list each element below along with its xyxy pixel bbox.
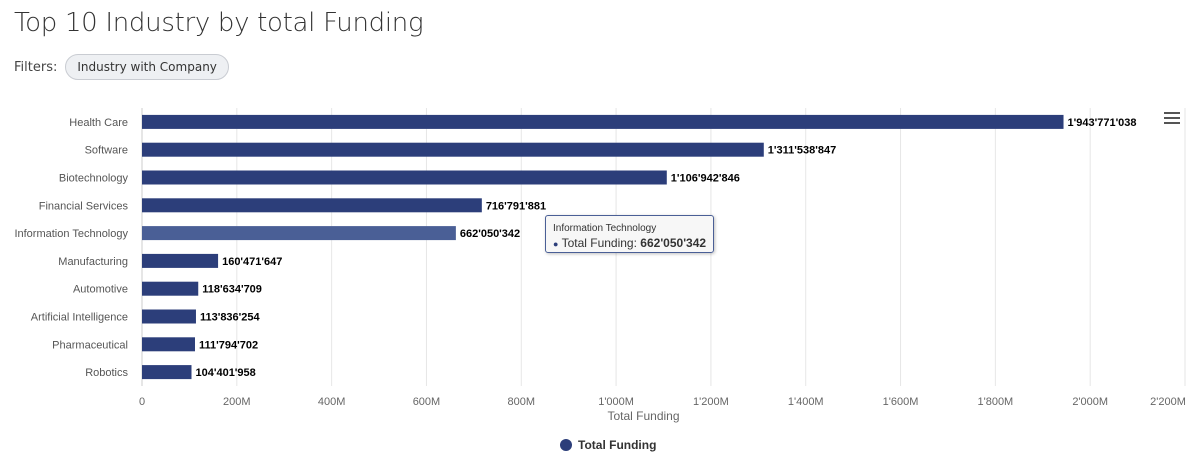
data-label: 1'311'538'847	[768, 145, 836, 157]
bar[interactable]	[142, 365, 192, 380]
bar[interactable]	[142, 253, 219, 268]
y-tick-label: Software	[85, 145, 128, 157]
bar[interactable]	[142, 226, 456, 241]
legend-item-total-funding[interactable]: Total Funding	[560, 438, 656, 452]
data-label: 118'634'709	[202, 284, 262, 296]
bar[interactable]	[142, 281, 199, 296]
y-tick-label: Financial Services	[39, 200, 129, 212]
x-tick-label: 1'200M	[693, 396, 729, 408]
bar[interactable]	[142, 170, 667, 185]
x-tick-label: 600M	[413, 396, 441, 408]
page-title: Top 10 Industry by total Funding	[14, 8, 424, 38]
x-tick-label: 0	[139, 396, 145, 408]
bar[interactable]	[142, 309, 196, 324]
x-tick-label: 1'000M	[598, 396, 634, 408]
tooltip: Information Technology ● Total Funding: …	[545, 215, 715, 253]
filters-label: Filters:	[14, 59, 58, 75]
bar[interactable]	[142, 114, 1064, 129]
tooltip-series-label: Total Funding:	[561, 236, 637, 250]
data-label: 1'106'942'846	[671, 173, 740, 185]
tooltip-series-dot-icon: ●	[553, 239, 559, 249]
tooltip-value: 662'050'342	[640, 236, 707, 250]
data-label: 160'471'647	[222, 256, 282, 268]
x-axis-title: Total Funding	[607, 409, 679, 423]
x-tick-label: 1'600M	[883, 396, 919, 408]
legend-symbol-icon	[560, 439, 572, 451]
y-tick-label: Robotics	[85, 367, 128, 379]
tooltip-title: Information Technology	[553, 223, 657, 234]
x-tick-label: 2'200M	[1150, 396, 1186, 408]
chart-menu-icon[interactable]	[1164, 112, 1180, 127]
x-tick-label: 400M	[318, 396, 346, 408]
data-label: 662'050'342	[460, 228, 520, 240]
filters-bar: Filters: Industry with Company	[14, 54, 229, 80]
x-tick-label: 1'400M	[788, 396, 824, 408]
data-label: 1'943'771'038	[1068, 117, 1137, 129]
x-tick-label: 2'000M	[1072, 396, 1108, 408]
bar[interactable]	[142, 337, 196, 352]
y-tick-label: Health Care	[69, 117, 128, 129]
y-tick-label: Automotive	[73, 284, 128, 296]
filter-chip-industry-with-company[interactable]: Industry with Company	[65, 54, 229, 80]
data-label: 104'401'958	[195, 367, 255, 379]
data-label: 716'791'881	[486, 200, 546, 212]
y-tick-label: Information Technology	[14, 228, 128, 240]
y-tick-label: Biotechnology	[59, 173, 129, 185]
x-tick-label: 1'800M	[977, 396, 1013, 408]
bar[interactable]	[142, 198, 482, 213]
bar[interactable]	[142, 142, 764, 157]
x-tick-label: 200M	[223, 396, 251, 408]
x-tick-label: 800M	[508, 396, 536, 408]
data-label: 111'794'702	[199, 339, 258, 351]
data-label: 113'836'254	[200, 312, 261, 324]
y-tick-label: Pharmaceutical	[52, 339, 128, 351]
legend-label: Total Funding	[578, 438, 657, 452]
y-tick-label: Artificial Intelligence	[31, 312, 128, 324]
y-tick-label: Manufacturing	[58, 256, 128, 268]
